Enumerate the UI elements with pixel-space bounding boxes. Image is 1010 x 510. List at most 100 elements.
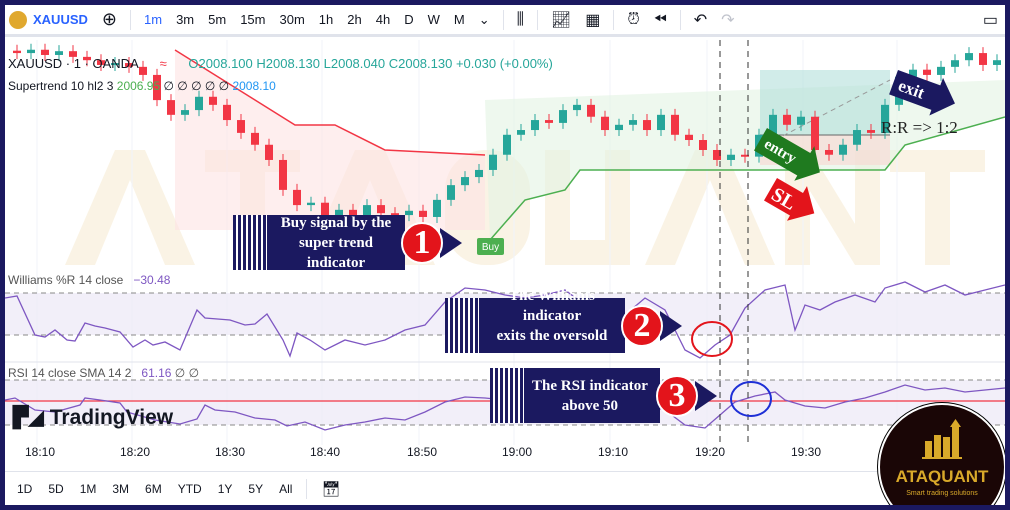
rsi-label: RSI 14 close SMA 14 2 — [8, 366, 132, 380]
date-range-icon[interactable]: 📅︎ — [321, 480, 341, 498]
timeframe-15m[interactable]: 15m — [240, 12, 266, 27]
range-1m[interactable]: 1M — [79, 481, 97, 496]
candle-body — [657, 114, 665, 131]
callout-text: Buy signal by the super trend indicator — [267, 215, 405, 271]
supertrend-legend[interactable]: Supertrend 10 hl2 3 2006.95 ∅ ∅ ∅ ∅ ∅ 20… — [8, 79, 276, 93]
symbol-search[interactable]: XAUUSD — [5, 10, 95, 29]
range-5y[interactable]: 5Y — [248, 481, 264, 496]
candle-body — [811, 116, 819, 150]
candle-body — [41, 49, 49, 55]
candle-body — [741, 154, 749, 157]
high-value: H2008.130 — [256, 56, 321, 71]
range-ytd[interactable]: YTD — [177, 481, 202, 496]
divider — [306, 478, 308, 499]
callout-number: 2 — [621, 304, 663, 347]
range-all[interactable]: All — [279, 481, 293, 496]
callout-line: The Williams indicator — [509, 287, 595, 324]
redo-icon[interactable]: ↷ — [721, 11, 735, 29]
timeframe-5m[interactable]: 5m — [208, 12, 227, 27]
low-value: L2008.040 — [323, 56, 386, 71]
stripes-decoration — [233, 215, 267, 270]
candle-body — [265, 144, 273, 160]
range-1y[interactable]: 1Y — [217, 481, 233, 496]
timeframe-3m[interactable]: 3m — [176, 12, 195, 27]
indicators-icon[interactable]: 📈︎ — [550, 11, 572, 29]
candles — [13, 43, 1001, 223]
candle-body — [671, 114, 679, 135]
badge-tagline: Smart trading solutions — [906, 490, 978, 497]
supertrend-label: Supertrend 10 hl2 3 — [8, 79, 114, 93]
undo-icon[interactable]: ↶ — [693, 11, 708, 29]
williams-legend[interactable]: Williams %R 14 close −30.48 — [8, 273, 170, 287]
tradingview-logo[interactable]: ▛◢ TradingView — [13, 406, 173, 430]
timeframe-30m[interactable]: 30m — [279, 12, 305, 27]
tradingview-icon: ▛◢ — [13, 407, 44, 429]
williams-highlight-circle — [691, 321, 733, 357]
candle-body — [377, 205, 385, 214]
top-toolbar: XAUUSD ⊕ 1m 3m 5m 15m 30m 1h 2h 4h D W M… — [5, 5, 1005, 37]
callout-arrow-icon — [440, 227, 462, 258]
supertrend-down-fill — [175, 50, 485, 230]
williams-label: Williams %R 14 close — [8, 273, 124, 287]
range-5d[interactable]: 5D — [48, 481, 64, 496]
rsi-legend[interactable]: RSI 14 close SMA 14 2 61.16 ∅ ∅ — [8, 366, 199, 380]
candle-body — [447, 185, 455, 200]
main-legend[interactable]: XAUUSD · 1 · OANDA ≈ O2008.100 H2008.130… — [8, 56, 553, 71]
timeframe-w[interactable]: W — [427, 12, 440, 27]
supertrend-up-line — [489, 116, 1005, 241]
rsi-line — [5, 384, 1005, 431]
candle-body — [223, 104, 231, 121]
divider — [679, 9, 681, 30]
timeframe-4h[interactable]: 4h — [375, 12, 391, 27]
time-axis[interactable]: 18:10 18:20 18:30 18:40 18:50 19:00 19:1… — [5, 445, 1005, 465]
candle-body — [139, 66, 147, 75]
candle-body — [167, 100, 175, 115]
candle-body — [181, 110, 189, 115]
alert-icon[interactable]: ⏰︎ — [627, 10, 640, 28]
bottom-toolbar: 1D 5D 1M 3M 6M YTD 1Y 5Y All 📅︎ — [5, 471, 1005, 505]
exit-arrow: exit — [889, 70, 955, 116]
supertrend-down-line — [174, 49, 486, 156]
replay-icon[interactable]: ⏪︎ — [653, 10, 667, 28]
chart-area[interactable]: Buy exit entry SL R:R => 1:2 XAUUSD · 1 … — [5, 40, 1005, 445]
callout-text: The RSI indicator above 50 — [524, 368, 660, 423]
timeframe-d[interactable]: D — [404, 12, 414, 27]
callout-rsi: The RSI indicator above 50 3 — [490, 368, 717, 423]
candle-body — [797, 116, 805, 125]
candle-body — [125, 63, 133, 67]
add-symbol-icon[interactable]: ⊕ — [101, 9, 117, 29]
chevron-down-icon[interactable]: ⌄ — [478, 11, 490, 27]
candle-body — [489, 154, 497, 170]
candle-body — [825, 149, 833, 155]
candle-body — [951, 60, 959, 67]
timeframe-m[interactable]: M — [453, 12, 465, 27]
rsi-highlight-circle — [730, 381, 772, 417]
time-tick: 19:30 — [791, 445, 822, 459]
templates-icon[interactable]: ▦ — [585, 11, 601, 29]
candle-body — [433, 199, 441, 217]
tradingview-text: TradingView — [49, 406, 174, 429]
fullscreen-icon[interactable]: ▭ — [982, 11, 998, 29]
timeframe-1h[interactable]: 1h — [318, 12, 334, 27]
callout-line: exits the oversold area — [496, 327, 608, 364]
chart-window: XAUUSD ⊕ 1m 3m 5m 15m 30m 1h 2h 4h D W M… — [5, 5, 1005, 505]
callout-number: 3 — [656, 374, 698, 417]
candle-type-icon[interactable]: ⫼ — [516, 10, 524, 28]
change-value: +0.030 (+0.00%) — [455, 56, 553, 71]
range-3m[interactable]: 3M — [112, 481, 130, 496]
range-6m[interactable]: 6M — [145, 481, 162, 496]
candle-body — [279, 159, 287, 190]
candle-body — [251, 132, 259, 145]
candle-body — [713, 149, 721, 160]
symbol-title: XAUUSD · 1 · OANDA — [8, 56, 139, 71]
buy-signal-label: Buy — [482, 242, 499, 253]
candle-body — [643, 120, 651, 131]
candle-body — [993, 60, 1001, 65]
time-tick: 19:00 — [502, 445, 533, 459]
candle-body — [153, 74, 161, 101]
callout-buy-signal: Buy signal by the super trend indicator 1 — [233, 215, 462, 271]
range-1d[interactable]: 1D — [17, 481, 33, 496]
timeframe-1m[interactable]: 1m — [144, 12, 163, 27]
timeframe-2h[interactable]: 2h — [347, 12, 362, 27]
candle-body — [531, 120, 539, 131]
